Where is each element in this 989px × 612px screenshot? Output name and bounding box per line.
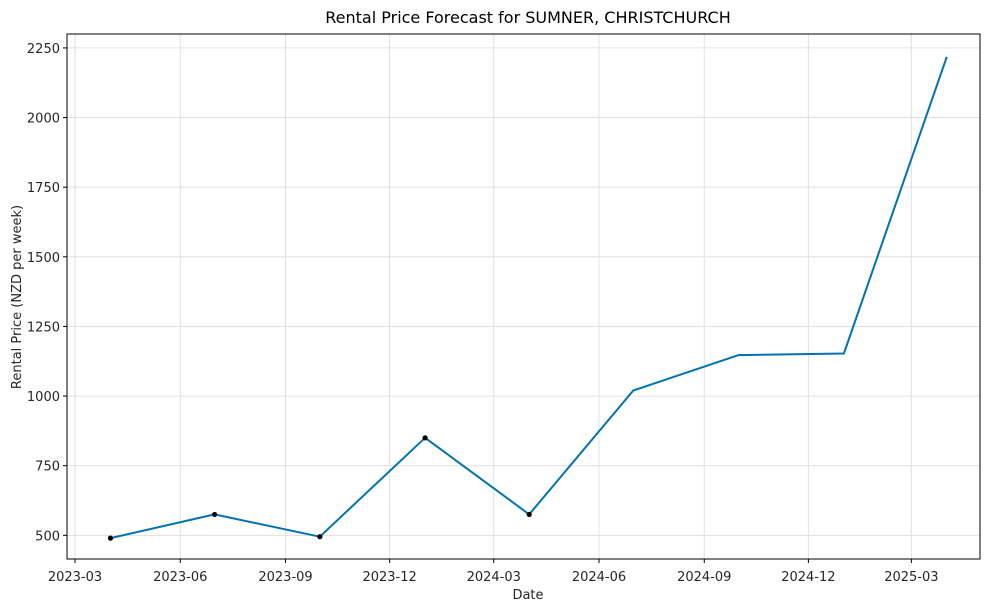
- y-tick-label: 500: [35, 529, 60, 544]
- grid-lines: [67, 34, 980, 559]
- axis-ticks: 2023-03 2023-06 2023-09 2023-12 2024-03 2024-…: [27, 42, 939, 585]
- x-tick-label: 2023-06: [153, 570, 207, 585]
- y-tick-label: 1000: [27, 390, 60, 405]
- y-tick-label: 1500: [27, 251, 60, 266]
- x-tick-label: 2024-09: [677, 570, 731, 585]
- y-tick-label: 1750: [27, 181, 60, 196]
- y-tick-label: 2250: [27, 42, 60, 57]
- observed-points: [107, 435, 532, 541]
- y-axis-title: Rental Price (NZD per week): [10, 205, 25, 389]
- x-axis-title: Date: [512, 588, 543, 603]
- observed-point: [526, 511, 532, 518]
- observed-point: [422, 435, 428, 441]
- x-tick-label: 2023-03: [48, 570, 102, 585]
- plot-frame: [66, 33, 981, 560]
- x-tick-label: 2024-12: [781, 570, 835, 585]
- observed-point: [107, 535, 114, 541]
- y-tick-label: 1250: [27, 320, 60, 335]
- x-tick-label: 2024-06: [572, 570, 626, 585]
- x-tick-label: 2024-03: [467, 570, 521, 585]
- observed-point: [317, 534, 323, 540]
- y-tick-label: 750: [35, 460, 60, 475]
- x-tick-label: 2023-09: [258, 570, 312, 585]
- observed-point: [211, 511, 218, 518]
- x-tick-label: 2023-12: [362, 570, 416, 585]
- x-tick-label: 2025-03: [884, 570, 938, 585]
- chart-title: Rental Price Forecast for SUMNER, CHRIST…: [325, 8, 731, 27]
- y-tick-label: 2000: [27, 112, 60, 127]
